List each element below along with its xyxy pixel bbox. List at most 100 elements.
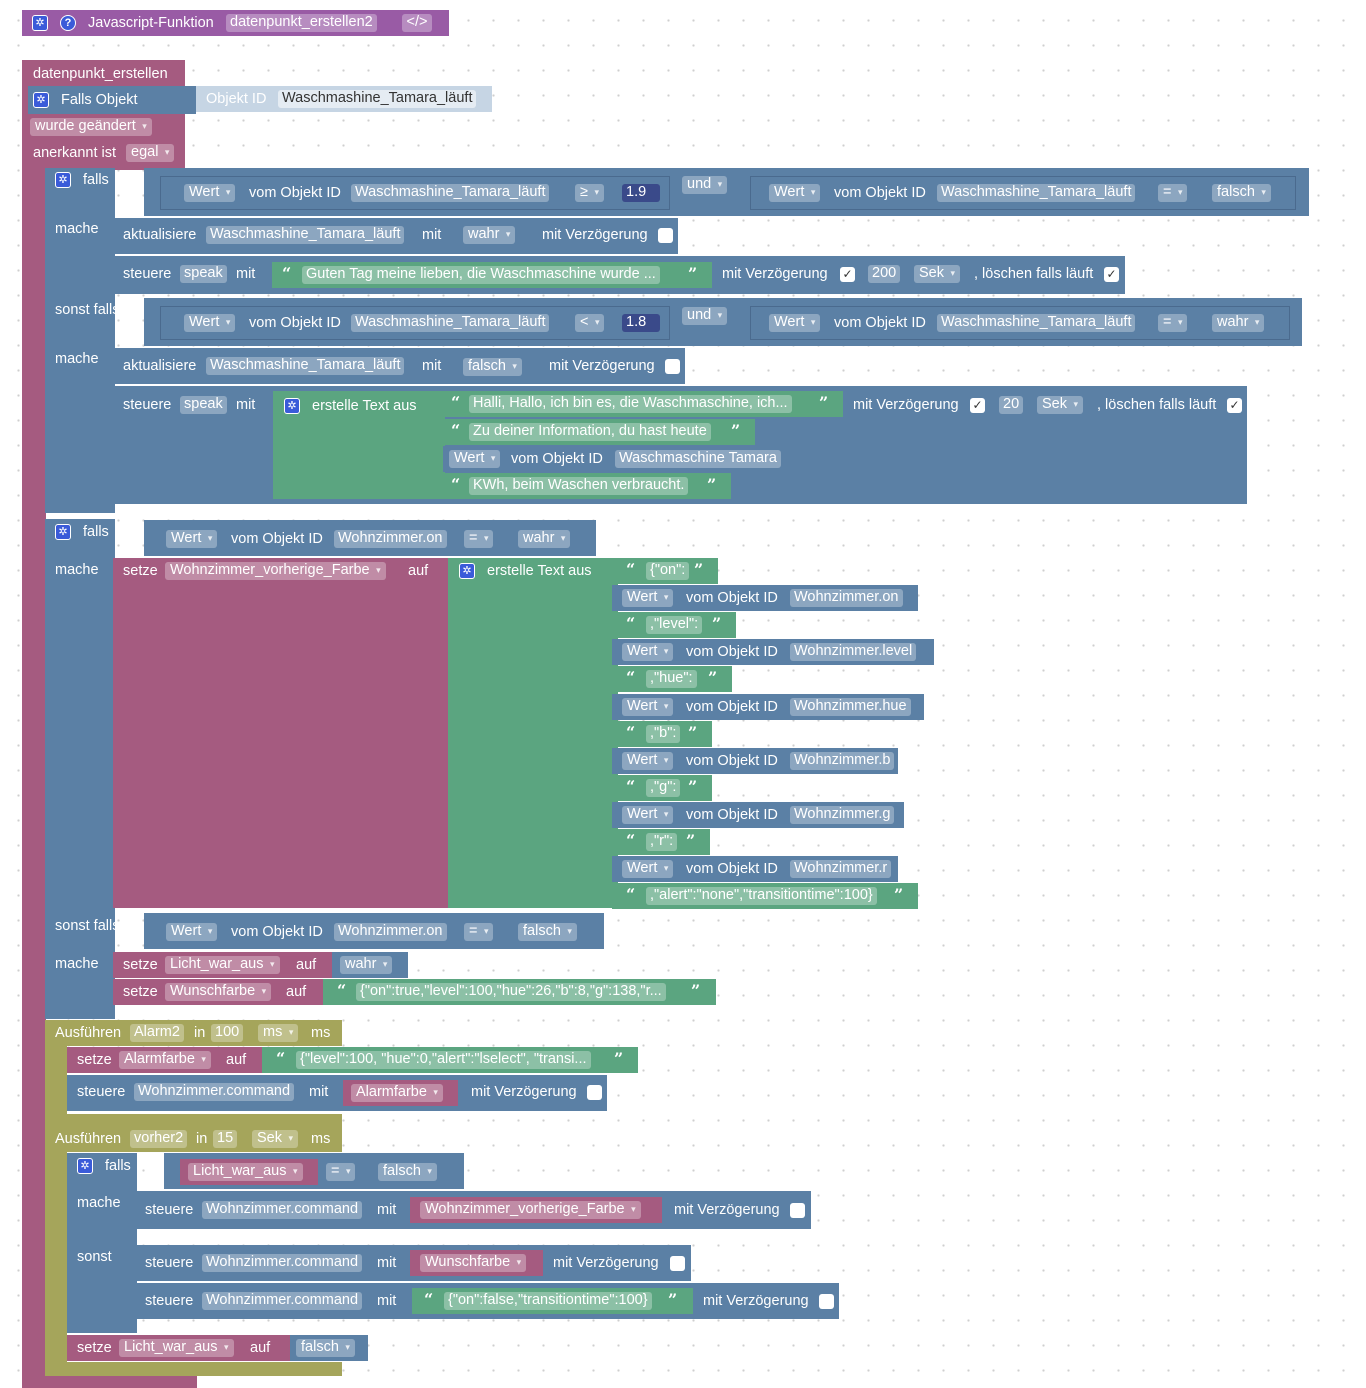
- operator-dropdown[interactable]: =: [464, 530, 494, 548]
- wert-dropdown[interactable]: Wert: [184, 184, 236, 202]
- operator-dropdown[interactable]: <: [575, 314, 605, 332]
- delay-checkbox[interactable]: [665, 359, 680, 374]
- unit-dropdown[interactable]: Sek: [252, 1130, 298, 1148]
- delay-checkbox[interactable]: ✓: [970, 398, 985, 413]
- delay-checkbox[interactable]: [790, 1203, 805, 1218]
- aktualisiere-block[interactable]: [113, 218, 678, 254]
- bool-dropdown[interactable]: wahr: [340, 956, 393, 974]
- speak-field[interactable]: speak: [180, 265, 227, 283]
- variable-block[interactable]: Licht_war_aus: [180, 1159, 318, 1185]
- gear-icon[interactable]: ✲: [77, 1158, 93, 1174]
- delay-checkbox[interactable]: [819, 1294, 834, 1309]
- create-text-block[interactable]: [448, 558, 618, 908]
- gear-icon[interactable]: ✲: [55, 524, 71, 540]
- wert-dropdown[interactable]: Wert: [622, 643, 674, 662]
- if-block-licht[interactable]: [67, 1153, 137, 1333]
- text-field[interactable]: ,"alert":"none","transitiontime":100}: [646, 887, 877, 906]
- wurde-dropdown[interactable]: wurde geändert: [30, 118, 152, 136]
- variable-dropdown[interactable]: Alarmfarbe: [351, 1084, 443, 1102]
- bool-dropdown[interactable]: falsch: [378, 1163, 437, 1181]
- wert-dropdown[interactable]: Wert: [622, 589, 674, 608]
- wert-dropdown[interactable]: Wert: [769, 314, 821, 332]
- bool-block[interactable]: wahr: [332, 952, 408, 978]
- objekt-id-field[interactable]: Waschmashine_Tamara_läuft: [206, 226, 405, 244]
- text-block[interactable]: “ ,"b": ”: [612, 720, 712, 747]
- operator-dropdown[interactable]: =: [464, 923, 494, 941]
- bool-dropdown[interactable]: falsch: [296, 1339, 355, 1357]
- text-block[interactable]: “ {"on":”: [612, 558, 718, 584]
- variable-dropdown[interactable]: Wunschfarbe: [420, 1254, 527, 1272]
- if-block-wohnzimmer[interactable]: [45, 519, 115, 1019]
- target-field[interactable]: Wohnzimmer.command: [202, 1201, 363, 1219]
- delay-field[interactable]: 200: [868, 265, 901, 283]
- objekt-id-field[interactable]: Waschmashine_Tamara_läuft: [278, 90, 477, 108]
- delay-checkbox[interactable]: [587, 1085, 602, 1100]
- bool-dropdown[interactable]: falsch: [1212, 184, 1271, 202]
- text-field[interactable]: ,"b":: [646, 724, 681, 743]
- gear-icon[interactable]: ✲: [32, 15, 48, 31]
- bool-dropdown[interactable]: wahr: [1212, 314, 1265, 332]
- text-field[interactable]: Zu deiner Information, du hast heute: [469, 423, 711, 441]
- text-block[interactable]: “ {"on":true,"level":100,"hue":26,"b":8,…: [323, 979, 716, 1005]
- wert-block[interactable]: Wert vom Objekt ID Wohnzimmer.b: [612, 747, 898, 774]
- text-field[interactable]: ,"level":: [646, 616, 703, 635]
- wert-dropdown[interactable]: Wert: [769, 184, 821, 202]
- text-block[interactable]: “ Zu deiner Information, du hast heute ”: [443, 419, 755, 445]
- variable-dropdown[interactable]: Wunschfarbe: [165, 983, 272, 1001]
- gear-icon[interactable]: ✲: [33, 92, 49, 108]
- wert-block[interactable]: Wert vom Objekt ID Wohnzimmer.on: [612, 585, 918, 612]
- objekt-id-field[interactable]: Wohnzimmer.b: [790, 751, 895, 770]
- if-block-washer[interactable]: [45, 168, 115, 513]
- timer-name-field[interactable]: vorher2: [130, 1130, 188, 1148]
- objekt-id-field[interactable]: Wohnzimmer.on: [790, 589, 903, 608]
- delay-checkbox[interactable]: [670, 1256, 685, 1271]
- operator-dropdown[interactable]: =: [326, 1163, 356, 1181]
- objekt-id-field[interactable]: Waschmashine_Tamara_läuft: [351, 314, 550, 332]
- compare-block[interactable]: [750, 306, 1290, 340]
- target-field[interactable]: Wohnzimmer.command: [134, 1083, 295, 1101]
- objekt-id-field[interactable]: Wohnzimmer.g: [790, 805, 895, 824]
- wert-dropdown[interactable]: Wert: [166, 923, 218, 941]
- gear-icon[interactable]: ✲: [55, 172, 71, 188]
- setze-block[interactable]: [113, 558, 451, 908]
- wert-block[interactable]: Wert vom Objekt ID Wohnzimmer.hue: [612, 693, 924, 720]
- objekt-id-field[interactable]: Waschmashine_Tamara_läuft: [937, 184, 1136, 202]
- wert-dropdown[interactable]: Wert: [184, 314, 236, 332]
- text-field[interactable]: {"level":100, "hue":0,"alert":"lselect",…: [296, 1051, 591, 1069]
- text-field[interactable]: {"on":: [646, 562, 690, 580]
- text-field[interactable]: ,"g":: [646, 778, 681, 797]
- variable-block[interactable]: Wunschfarbe: [410, 1250, 543, 1276]
- unit-dropdown[interactable]: ms: [258, 1024, 299, 1042]
- gear-icon[interactable]: ✲: [459, 563, 475, 579]
- text-field[interactable]: ,"hue":: [646, 670, 697, 689]
- objekt-id-field[interactable]: Waschmaschine Tamara: [615, 450, 781, 468]
- wert-dropdown[interactable]: Wert: [449, 450, 501, 468]
- variable-block[interactable]: Wohnzimmer_vorherige_Farbe: [410, 1197, 662, 1223]
- objekt-id-field[interactable]: Wohnzimmer.r: [790, 860, 892, 879]
- variable-dropdown[interactable]: Licht_war_aus: [165, 956, 280, 974]
- speak-field[interactable]: speak: [180, 396, 227, 414]
- text-block[interactable]: “ ,"level": ”: [612, 612, 736, 639]
- help-icon[interactable]: ?: [60, 15, 76, 31]
- objekt-id-field[interactable]: Wohnzimmer.hue: [790, 697, 911, 716]
- clear-checkbox[interactable]: ✓: [1227, 398, 1242, 413]
- number-field[interactable]: 1.9: [622, 184, 660, 202]
- variable-dropdown[interactable]: Wohnzimmer_vorherige_Farbe: [420, 1201, 641, 1219]
- objekt-id-field[interactable]: Waschmashine_Tamara_läuft: [206, 357, 405, 375]
- und-dropdown[interactable]: und: [682, 307, 728, 325]
- objekt-id-field[interactable]: Wohnzimmer.on: [334, 530, 447, 548]
- operator-dropdown[interactable]: =: [1158, 314, 1188, 332]
- text-block[interactable]: “ KWh, beim Waschen verbraucht. ”: [443, 473, 731, 499]
- anerkannt-dropdown[interactable]: egal: [126, 144, 175, 162]
- steuere-block[interactable]: [67, 1075, 607, 1111]
- timer-value-field[interactable]: 15: [213, 1130, 238, 1148]
- unit-dropdown[interactable]: Sek: [914, 265, 960, 283]
- timer-value-field[interactable]: 100: [211, 1024, 244, 1042]
- text-field[interactable]: {"on":false,"transitiontime":100}: [444, 1292, 652, 1310]
- variable-dropdown[interactable]: Licht_war_aus: [119, 1339, 234, 1357]
- text-field[interactable]: ,"r":: [646, 833, 678, 851]
- variable-dropdown[interactable]: Wohnzimmer_vorherige_Farbe: [165, 562, 386, 580]
- bool-dropdown[interactable]: falsch: [518, 923, 577, 941]
- objekt-id-field[interactable]: Waschmashine_Tamara_läuft: [351, 184, 550, 202]
- variable-dropdown[interactable]: Licht_war_aus: [188, 1163, 303, 1181]
